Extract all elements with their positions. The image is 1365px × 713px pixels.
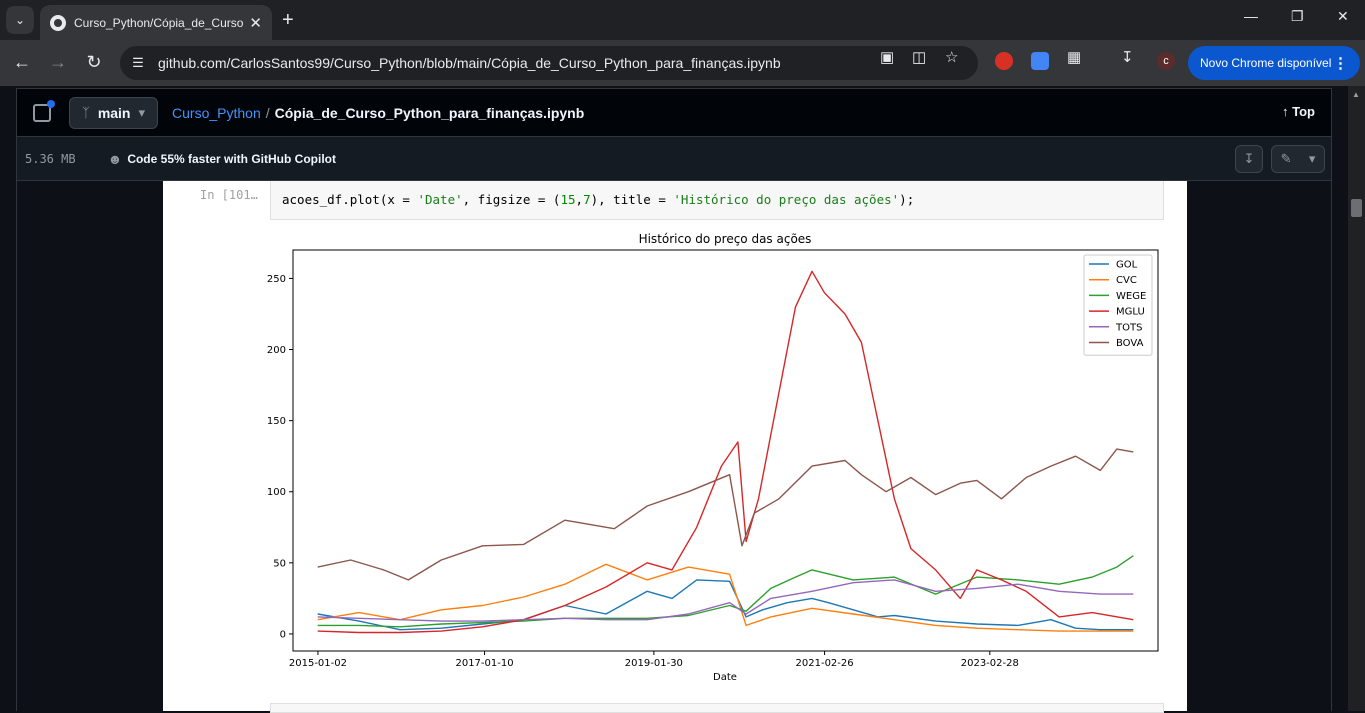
x-tick-label: 2015-01-02: [289, 658, 347, 669]
legend-label-tots: TOTS: [1115, 322, 1142, 333]
code-number: 7: [583, 192, 591, 207]
file-size: 5.36 MB: [25, 151, 76, 166]
series-line-bova: [317, 448, 1134, 581]
legend-label-cvc: CVC: [1116, 275, 1137, 286]
restore-window-icon[interactable]: ❐: [1291, 8, 1304, 24]
plot-area-frame: [292, 249, 1159, 652]
page-scrollbar[interactable]: ▲: [1348, 86, 1365, 711]
pencil-icon: ✎: [1280, 151, 1292, 166]
y-tick-label: 200: [267, 345, 286, 356]
code-string: 'Histórico do preço das ações': [673, 192, 900, 207]
back-to-top-link[interactable]: ↑ Top: [1282, 104, 1315, 119]
series-line-gol: [317, 579, 1134, 631]
browser-tab-strip: ⌄ Curso_Python/Cópia_de_Curso... ✕ + — ❐…: [0, 0, 1365, 40]
edit-file-button[interactable]: ✎ ▾: [1271, 145, 1325, 173]
y-tick-label: 100: [267, 487, 286, 498]
legend-label-gol: GOL: [1116, 260, 1138, 271]
y-tick-label: 250: [267, 274, 286, 285]
copilot-promo-link[interactable]: ☻ Code 55% faster with GitHub Copilot: [108, 151, 336, 167]
breadcrumb-filename: Cópia_de_Curso_Python_para_finanças.ipyn…: [274, 104, 585, 121]
x-axis-label: Date: [713, 672, 737, 683]
y-axis-ticks: 0 50 100 150 200 250: [267, 274, 293, 640]
notebook-render: [163, 181, 1187, 711]
browser-toolbar: ← → ↻ ☰ github.com/CarlosSantos99/Curso_…: [0, 40, 1365, 86]
side-panel-icon[interactable]: [33, 99, 55, 122]
forward-arrow-icon[interactable]: →: [49, 52, 67, 72]
translate-icon[interactable]: ◫: [912, 49, 927, 66]
tab-title: Curso_Python/Cópia_de_Curso...: [74, 15, 244, 30]
series-line-wege: [317, 555, 1134, 628]
profile-avatar[interactable]: c: [1157, 52, 1175, 70]
series-line-cvc: [317, 563, 1134, 632]
y-tick-label: 150: [267, 416, 286, 427]
extension-red-icon[interactable]: [995, 52, 1013, 70]
branch-name: main: [97, 104, 131, 121]
legend-label-mglu: MGLU: [1116, 307, 1145, 318]
address-bar[interactable]: ☰ github.com/CarlosSantos99/Curso_Python…: [120, 46, 978, 80]
series-line-tots: [317, 579, 1134, 622]
google-translate-extension-icon[interactable]: [1031, 52, 1049, 70]
breadcrumb-separator: /: [265, 104, 270, 121]
github-favicon-icon: [50, 14, 66, 31]
reload-icon[interactable]: ↻: [86, 52, 102, 72]
back-arrow-icon[interactable]: ←: [13, 52, 31, 72]
dropdown-caret-icon: ▾: [138, 104, 146, 120]
file-header: ᛉ main ▾ Curso_Python / Cópia_de_Curso_P…: [16, 88, 1332, 136]
close-window-icon[interactable]: ✕: [1337, 8, 1349, 24]
code-token: ), title =: [590, 192, 674, 207]
tab-search-chevron-icon[interactable]: ⌄: [6, 6, 34, 34]
code-number: 15: [560, 192, 576, 207]
copilot-promo-text: Code 55% faster with GitHub Copilot: [127, 151, 336, 166]
browser-tab[interactable]: Curso_Python/Cópia_de_Curso... ✕: [40, 5, 272, 40]
download-raw-button[interactable]: ↧: [1235, 145, 1263, 173]
x-tick-label: 2017-01-10: [455, 658, 513, 669]
bookmark-star-icon[interactable]: ☆: [945, 49, 959, 66]
more-menu-icon[interactable]: ⋮: [1333, 55, 1348, 72]
code-token: );: [899, 192, 915, 207]
code-string: 'Date': [417, 192, 463, 207]
copilot-icon: ☻: [107, 150, 123, 167]
top-label: Top: [1292, 104, 1315, 119]
chart-title: Histórico do preço das ações: [639, 232, 812, 246]
install-app-icon[interactable]: ▣: [880, 49, 895, 66]
file-info-bar: 5.36 MB ☻ Code 55% faster with GitHub Co…: [16, 136, 1332, 181]
edit-dropdown-caret-icon: ▾: [1308, 151, 1316, 166]
close-tab-icon[interactable]: ✕: [249, 14, 262, 32]
download-icon[interactable]: ↧: [1121, 49, 1134, 66]
x-tick-label: 2019-01-30: [625, 658, 683, 669]
scrollbar-thumb[interactable]: [1351, 199, 1362, 217]
git-branch-icon: ᛉ: [82, 105, 90, 120]
code-token: acoes_df.plot(x =: [282, 192, 418, 207]
legend-label-wege: WEGE: [1116, 291, 1146, 302]
chart-lines: [317, 270, 1134, 634]
branch-selector-button[interactable]: ᛉ main ▾: [69, 96, 159, 129]
url-text[interactable]: github.com/CarlosSantos99/Curso_Python/b…: [158, 55, 781, 71]
minimize-window-icon[interactable]: —: [1244, 8, 1258, 24]
breadcrumb: Curso_Python / Cópia_de_Curso_Python_par…: [172, 105, 584, 121]
new-tab-plus-icon[interactable]: +: [282, 9, 294, 31]
breadcrumb-repo-link[interactable]: Curso_Python: [172, 104, 261, 121]
x-axis-ticks: 2015-01-02 2017-01-10 2019-01-30 2021-02-26…: [289, 651, 1019, 669]
x-tick-label: 2021-02-26: [796, 658, 854, 669]
x-tick-label: 2023-02-28: [961, 658, 1019, 669]
y-tick-label: 50: [273, 558, 286, 569]
chrome-update-label: Novo Chrome disponível: [1200, 56, 1332, 70]
chrome-update-button[interactable]: Novo Chrome disponível ⋮: [1188, 46, 1360, 80]
legend-label-bova: BOVA: [1116, 338, 1144, 349]
extensions-puzzle-icon[interactable]: ▦: [1067, 49, 1082, 66]
scroll-up-arrow-icon[interactable]: ▲: [1352, 90, 1360, 99]
code-cell: acoes_df.plot(x = 'Date', figsize = (15,…: [270, 181, 1164, 220]
chart-legend: GOL CVC WEGE MGLU TOTS BOVA: [1083, 254, 1153, 356]
series-line-mglu: [317, 270, 1134, 634]
notification-dot: [47, 99, 55, 108]
y-tick-label: 0: [280, 629, 286, 640]
site-info-icon[interactable]: ☰: [132, 55, 144, 70]
code-token: , figsize = (: [462, 192, 561, 207]
download-icon: ↧: [1243, 151, 1255, 166]
code-token: ,: [575, 192, 584, 207]
cell-input-prompt: In [101…: [200, 188, 258, 202]
